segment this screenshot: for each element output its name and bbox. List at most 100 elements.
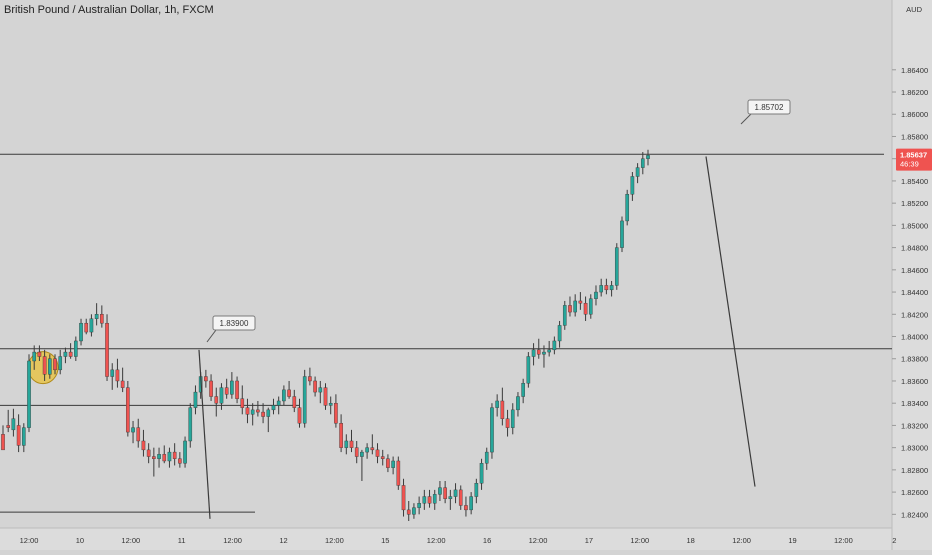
candle-body: [438, 487, 442, 495]
y-tick-label: 1.83400: [901, 399, 928, 408]
candle-body: [193, 391, 198, 408]
x-tick-label: 19: [788, 536, 796, 545]
candle-body: [635, 167, 640, 177]
candle-body: [292, 396, 297, 408]
y-tick-label: 1.82800: [901, 466, 928, 475]
candle-body: [521, 382, 525, 397]
candle-body: [531, 349, 536, 357]
candle-body: [141, 440, 146, 451]
x-tick-label: 12:00: [121, 536, 140, 545]
candle-body: [490, 407, 494, 453]
candle-body: [406, 509, 411, 515]
candle-body: [583, 302, 588, 315]
x-tick-label: 11: [178, 536, 186, 545]
y-tick-label: 1.84800: [901, 244, 928, 253]
candle-body: [224, 387, 229, 395]
candle-body: [89, 318, 94, 333]
candle-body: [328, 402, 333, 406]
candles: [1, 149, 650, 521]
x-tick-label: 15: [381, 536, 389, 545]
candle-body: [479, 463, 484, 484]
candle-body: [48, 358, 52, 375]
candle-body: [42, 356, 47, 375]
y-tick-label: 1.82400: [901, 510, 928, 519]
candle-body: [53, 358, 57, 371]
candle-body: [422, 496, 427, 504]
x-tick-label: 12:00: [20, 536, 39, 545]
currency-label: AUD: [906, 5, 922, 14]
time-axis[interactable]: 12:00 10 12:00 11 12:00 12 12:00 15 12:00 16 12:00…: [20, 536, 897, 545]
candle-body: [11, 418, 16, 431]
candle-body: [297, 407, 302, 424]
candle-body: [74, 340, 78, 357]
x-tick-label: 18: [687, 536, 695, 545]
candle-body: [157, 454, 161, 459]
price-badge-box: [896, 148, 932, 171]
candle-body: [349, 440, 354, 448]
x-tick-label: 12:00: [427, 536, 446, 545]
candle-body: [334, 402, 338, 424]
candle-body: [474, 483, 479, 497]
candle-body: [100, 314, 104, 324]
candle-body: [625, 194, 630, 222]
candle-body: [630, 176, 635, 195]
y-tick-label: 1.83200: [901, 421, 928, 430]
y-tick-label: 1.83800: [901, 355, 928, 364]
candle-body: [500, 400, 505, 419]
candle-body: [427, 496, 432, 504]
candle-body: [458, 489, 463, 506]
candle-body: [640, 158, 645, 168]
y-tick-label: 1.82600: [901, 488, 928, 497]
candle-body: [370, 447, 375, 451]
candle-body: [568, 305, 572, 313]
candle-body: [448, 496, 453, 499]
candle-body: [484, 451, 489, 464]
current-price-value: 1.85637: [900, 151, 927, 160]
candle-body: [126, 387, 130, 433]
candle-body: [240, 398, 245, 408]
y-tick-label: 1.86400: [901, 66, 928, 75]
candle-body: [308, 376, 312, 382]
x-tick-label: 12:00: [223, 536, 242, 545]
x-tick-label: 12:00: [529, 536, 548, 545]
candle-body: [68, 351, 73, 357]
x-tick-label: 16: [483, 536, 491, 545]
candle-body: [37, 351, 42, 357]
candle-body: [188, 407, 193, 442]
candle-body: [131, 427, 135, 433]
y-tick-label: 1.84400: [901, 288, 928, 297]
candle-body: [172, 451, 177, 459]
y-tick-label: 1.83000: [901, 444, 928, 453]
candle-body: [287, 389, 291, 397]
candle-body: [339, 423, 343, 448]
trend-lines: [198, 156, 756, 519]
candle-body: [599, 285, 603, 293]
candle-body: [536, 349, 541, 355]
candle-body: [219, 387, 224, 404]
candle-body: [412, 507, 416, 515]
y-tick-label: 1.85400: [901, 177, 928, 186]
candle-body: [510, 409, 515, 428]
x-tick-label: 17: [585, 536, 593, 545]
candle-body: [6, 425, 11, 428]
candle-body: [167, 451, 172, 462]
candle-body: [84, 322, 89, 333]
candle-body: [401, 485, 406, 511]
callout-label: 1.83900: [220, 319, 249, 328]
candle-body: [79, 322, 83, 342]
candle-body: [344, 440, 349, 448]
y-tick-label: 1.86000: [901, 110, 928, 119]
candle-body: [380, 456, 385, 459]
candle-body: [110, 369, 115, 377]
candle-body: [417, 503, 421, 508]
candle-body: [178, 458, 182, 464]
candle-body: [27, 360, 31, 428]
y-tick-label: 1.86200: [901, 88, 928, 97]
y-tick-label: 1.84000: [901, 333, 928, 342]
candle-body: [250, 409, 255, 415]
x-tick-label: 2: [892, 536, 896, 545]
candle-body: [32, 351, 37, 362]
